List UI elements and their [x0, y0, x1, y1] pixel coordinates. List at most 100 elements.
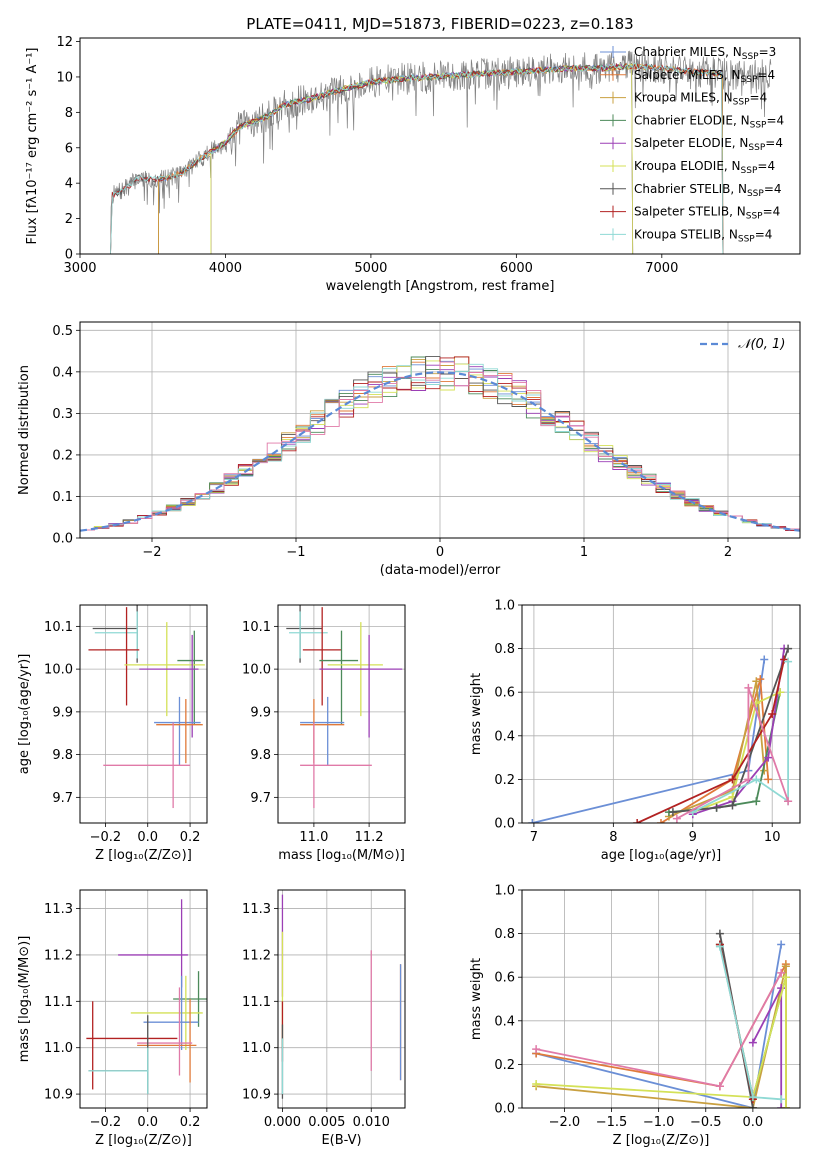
y-tick-label: 0.3	[52, 407, 73, 422]
y-tick-label: 0.0	[52, 532, 73, 547]
y-tick-label: 8	[65, 106, 73, 121]
legend-label: Salpeter STELIB, N	[634, 205, 746, 219]
model-spectrum-3	[210, 62, 634, 254]
chart-weight-vs-Z: −2.0 −1.5 −1.0 −0.5 0.0 0.0 0.2 0.4 0.6 0.8 1.0 Z […	[469, 884, 801, 1148]
error-bar-point	[319, 634, 403, 738]
weight-marker	[528, 819, 537, 823]
x-tick-label: 0.2	[180, 830, 201, 845]
weight-marker	[728, 801, 737, 810]
x-tick-label: 2	[724, 545, 732, 560]
y-tick-label: 0.2	[52, 448, 73, 463]
error-bar-point	[103, 722, 191, 809]
weight-marker	[777, 968, 786, 977]
weight-marker	[744, 683, 753, 692]
x-tick-label: −1	[286, 545, 305, 560]
y-tick-label: 2	[65, 212, 73, 227]
legend-entry: Salpeter STELIB, NSSP=4	[634, 205, 780, 222]
y-tick-label: 11.3	[242, 902, 271, 917]
x-tick-label: 0.0	[137, 1115, 158, 1130]
weight-marker	[715, 942, 724, 951]
weight-marker	[777, 1104, 786, 1108]
legend-label-subscript: SSP	[750, 120, 767, 130]
y-axis-label: mass weight	[469, 958, 484, 1040]
error-bar-point	[86, 1001, 178, 1090]
y-tick-label: 6	[65, 141, 73, 156]
x-axis-label: wavelength [Angstrom, rest frame]	[326, 279, 555, 294]
y-tick-label: 0.4	[52, 365, 73, 380]
weight-marker	[748, 1038, 757, 1047]
x-tick-label: 10	[764, 830, 781, 845]
plot-area	[88, 605, 205, 809]
y-tick-label: 0.4	[494, 1014, 515, 1029]
grid-lines	[278, 890, 405, 1108]
weight-marker	[657, 819, 665, 823]
residual-histogram-8	[80, 363, 800, 531]
y-axis-label: Flux [fλ10⁻¹⁷ erg cm⁻² s⁻¹ A⁻¹]	[25, 48, 40, 245]
x-tick-label: −1.0	[643, 1115, 675, 1130]
grid-lines	[80, 605, 207, 823]
legend-label-tail: =3	[759, 45, 777, 59]
legend-label-tail: =4	[765, 136, 783, 150]
axes-frame	[277, 604, 406, 824]
x-tick-label: 11.2	[355, 830, 384, 845]
weight-line-5	[536, 976, 787, 1108]
error-bar-point	[300, 699, 345, 764]
legend-entry: Chabrier ELODIE, NSSP=4	[634, 113, 784, 130]
legend-label: Salpeter ELODIE, N	[634, 136, 748, 150]
y-tick-label: 0.8	[494, 642, 515, 657]
chart-mass-vs-EBV: 0.000 0.005 0.010 10.9 11.0 11.1 11.2 11.3 E(B-V…	[242, 889, 406, 1148]
chart-residuals: −2 −1 0 1 2 0.0 0.1 0.2 0.3 0.4 0.5 (data-model)/er…	[17, 321, 801, 578]
legend-label-subscript: SSP	[742, 52, 759, 62]
weight-marker	[781, 1104, 790, 1108]
x-axis-label: E(B-V)	[321, 1133, 361, 1148]
plot-area	[110, 50, 772, 254]
weight-marker	[784, 644, 793, 653]
legend-label-subscript: SSP	[733, 98, 750, 108]
weight-marker	[768, 710, 777, 718]
error-bar-point	[302, 607, 342, 706]
weight-marker	[752, 797, 761, 806]
plot-area	[528, 644, 793, 823]
error-bar-point	[139, 634, 199, 738]
plot-area	[86, 899, 207, 1095]
legend-entry: 𝒩(0, 1)	[738, 337, 785, 352]
figure-title: PLATE=0411, MJD=51873, FIBERID=0223, z=0…	[246, 15, 633, 33]
weight-marker	[764, 775, 773, 784]
weight-marker	[752, 775, 761, 784]
x-tick-label: 0.000	[264, 1115, 301, 1130]
y-tick-label: 0.8	[494, 927, 515, 942]
error-bar-point	[300, 722, 372, 809]
weight-marker	[744, 775, 753, 784]
y-tick-label: 0.1	[52, 490, 73, 505]
y-tick-label: 11.2	[44, 948, 73, 963]
legend-entry: Kroupa MILES, NSSP=4	[634, 91, 767, 108]
weight-marker	[715, 929, 724, 938]
y-tick-label: 10.9	[242, 1088, 271, 1103]
legend-label-tail: =4	[755, 227, 773, 241]
y-tick-label: 11.3	[44, 902, 73, 917]
y-tick-label: 10.0	[44, 663, 73, 678]
x-tick-label: −2	[142, 545, 161, 560]
x-axis-label: Z [log₁₀(Z/Z⊙)]	[613, 1133, 710, 1148]
weight-marker	[728, 775, 737, 784]
y-tick-label: 10.0	[242, 663, 271, 678]
weight-marker	[764, 753, 773, 762]
legend-label-tail: =4	[750, 91, 768, 105]
weight-marker	[784, 797, 793, 806]
y-tick-label: 4	[65, 177, 73, 192]
y-tick-label: 9.7	[250, 791, 271, 806]
x-axis-label: mass [log₁₀(M/M⊙)]	[278, 848, 405, 863]
legend-label-subscript: SSP	[738, 234, 755, 244]
y-axis-label: mass weight	[469, 673, 484, 755]
chart-weight-vs-age: 7 8 9 10 0.0 0.2 0.4 0.6 0.8 1.0 age [log₁₀(age/yr…	[469, 599, 801, 863]
y-tick-label: 11.0	[242, 1041, 271, 1056]
axes-frame	[521, 604, 801, 824]
error-bar-point	[143, 975, 199, 1051]
x-tick-label: 0.0	[137, 830, 158, 845]
axes-frame	[277, 889, 406, 1109]
legend-entry: Kroupa STELIB, NSSP=4	[634, 227, 772, 244]
x-tick-label: 7000	[645, 261, 678, 276]
weight-marker	[748, 1093, 757, 1102]
x-axis-label: (data-model)/error	[380, 563, 501, 578]
chart-spectrum: 3000 4000 5000 6000 7000 0 2 4 6 8 10 12 wavelength …	[25, 35, 801, 294]
